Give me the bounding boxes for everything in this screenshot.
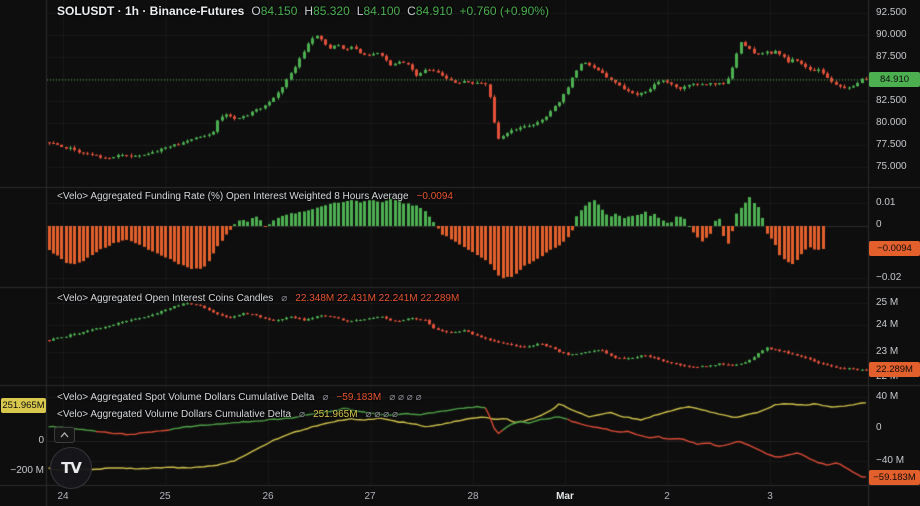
symbol-title: SOLUSDT · 1h · Binance-Futures [57,4,245,18]
average-icon: ⌀ [281,293,288,304]
time-axis-label: 2 [664,491,670,502]
volume-delta-indicator-title: <Velo> Aggregated Volume Dollars Cumulat… [57,409,292,420]
axis-tick-label: 24 M [876,319,899,330]
axis-tick-label: 80.000 [876,117,907,128]
funding-indicator-title: <Velo> Aggregated Funding Rate (%) Open … [57,191,409,202]
average-icons: ⌀ ⌀ ⌀ ⌀ [365,409,398,420]
restore-pane-button[interactable] [54,427,75,443]
spot-delta-indicator-legend[interactable]: <Velo> Aggregated Spot Volume Dollars Cu… [57,392,422,403]
time-axis-label: 28 [467,491,479,502]
axis-tick-label: 75.000 [876,161,907,172]
last-price-badge: 84.910 [869,71,920,87]
volume-delta-indicator-legend[interactable]: <Velo> Aggregated Volume Dollars Cumulat… [57,409,398,420]
time-axis-label: 25 [159,491,171,502]
spot-delta-value: −59.183M [336,392,382,403]
axis-tick-label: 22 M [876,371,899,382]
axis-tick-label: −200 M [10,465,44,476]
time-axis-label: 26 [262,491,274,502]
axis-tick-label: 0.01 [876,197,896,208]
open-interest-indicator-legend[interactable]: <Velo> Aggregated Open Interest Coins Ca… [57,293,459,304]
axis-tick-label: 82.500 [876,95,907,106]
price-change: +0.760 (+0.90%) [459,4,549,18]
spot-delta-indicator-title: <Velo> Aggregated Spot Volume Dollars Cu… [57,392,315,403]
axis-tick-label: 90.000 [876,29,907,40]
volume-delta-value: 251.965M [313,409,358,420]
time-axis-label: 3 [767,491,773,502]
ohlc-close-label: C [407,4,416,18]
open-interest-value-badge: 22.289M [869,361,920,377]
funding-value-badge: −0.0094 [869,240,920,256]
tradingview-logo[interactable]: TV [50,447,92,489]
average-icons: ⌀ ⌀ ⌀ ⌀ [389,392,422,403]
ohlc-open-value: 84.150 [260,4,298,18]
funding-indicator-legend[interactable]: <Velo> Aggregated Funding Rate (%) Open … [57,191,453,202]
average-icon: ⌀ [322,392,329,403]
time-axis-label: Mar [556,491,574,502]
volume-delta-value-badge: 251.965M [1,397,46,413]
time-axis[interactable] [0,486,920,506]
symbol-legend[interactable]: SOLUSDT · 1h · Binance-Futures O84.150 H85… [57,4,549,18]
open-interest-ohlc-values: 22.348M 22.431M 22.241M 22.289M [295,293,460,304]
ohlc-close-value: 84.910 [415,4,453,18]
funding-indicator-value: −0.0094 [416,191,453,202]
axis-tick-label: −0.02 [876,272,902,283]
time-axis-label: 24 [57,491,69,502]
axis-tick-label: 87.500 [876,51,907,62]
axis-tick-label: 25 M [876,297,899,308]
axis-tick-label: 23 M [876,346,899,357]
tradingview-logo-text: TV [61,459,82,477]
axis-tick-label: 77.500 [876,139,907,150]
ohlc-open-label: O [251,4,261,18]
axis-tick-label: 0 [876,422,882,433]
ohlc-low-label: L [356,4,364,18]
axis-tick-label: 0 [876,219,882,230]
axis-tick-label: 0 [38,435,44,446]
average-icon: ⌀ [299,409,306,420]
time-axis-label: 27 [364,491,376,502]
open-interest-indicator-title: <Velo> Aggregated Open Interest Coins Ca… [57,293,274,304]
axis-tick-label: 92.500 [876,7,907,18]
ohlc-low-value: 84.100 [363,4,401,18]
ohlc-high-label: H [304,4,314,18]
ohlc-high-value: 85.320 [313,4,350,18]
axis-tick-label: 40 M [876,391,899,402]
spot-delta-value-badge: −59.183M [869,469,920,485]
chevron-up-icon [60,432,69,438]
axis-tick-label: −40 M [876,455,905,466]
